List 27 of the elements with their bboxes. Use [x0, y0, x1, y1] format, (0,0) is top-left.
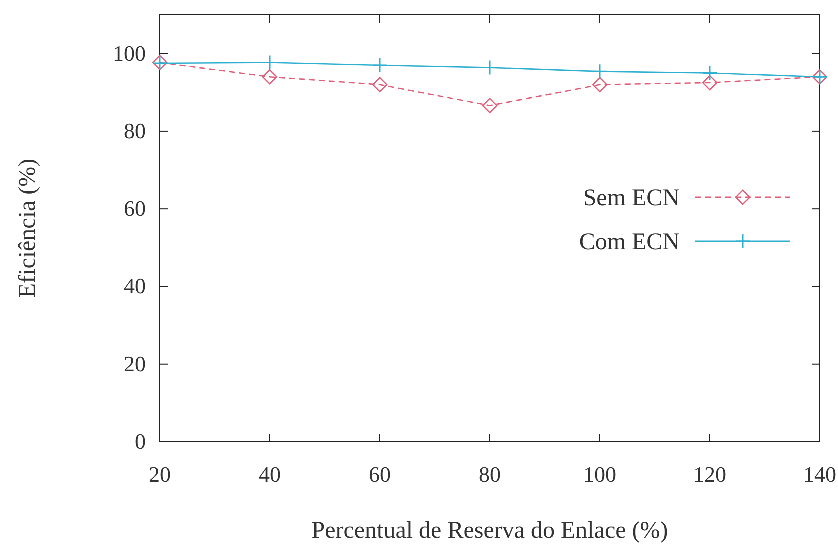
point	[482, 98, 498, 114]
y-tick-label: 40	[124, 274, 146, 299]
x-tick-label: 140	[804, 462, 836, 487]
y-tick-label: 60	[124, 196, 146, 222]
x-tick-label: 120	[694, 462, 726, 487]
y-axis-title: Eficiência (%)	[15, 158, 41, 298]
x-tick-label: 20	[149, 462, 171, 487]
point	[262, 69, 278, 85]
legend-label: Sem ECN	[583, 185, 680, 212]
x-tick-label: 60	[369, 462, 391, 487]
point	[482, 60, 498, 76]
y-tick-label: 0	[135, 429, 146, 454]
legend-label: Com ECN	[579, 229, 680, 256]
point	[372, 58, 388, 74]
x-tick-label: 80	[479, 462, 501, 487]
x-tick-label: 100	[584, 462, 616, 487]
y-tick-label: 80	[124, 118, 146, 144]
point	[592, 77, 608, 93]
point	[702, 65, 718, 81]
x-axis-title: Percentual de Reserva do Enlace (%)	[312, 518, 668, 544]
point	[702, 75, 718, 91]
point	[592, 64, 608, 80]
x-tick-label: 40	[259, 462, 281, 487]
point	[372, 77, 388, 93]
y-tick-label: 100	[113, 40, 146, 66]
point	[262, 54, 278, 70]
y-tick-label: 20	[124, 351, 146, 376]
